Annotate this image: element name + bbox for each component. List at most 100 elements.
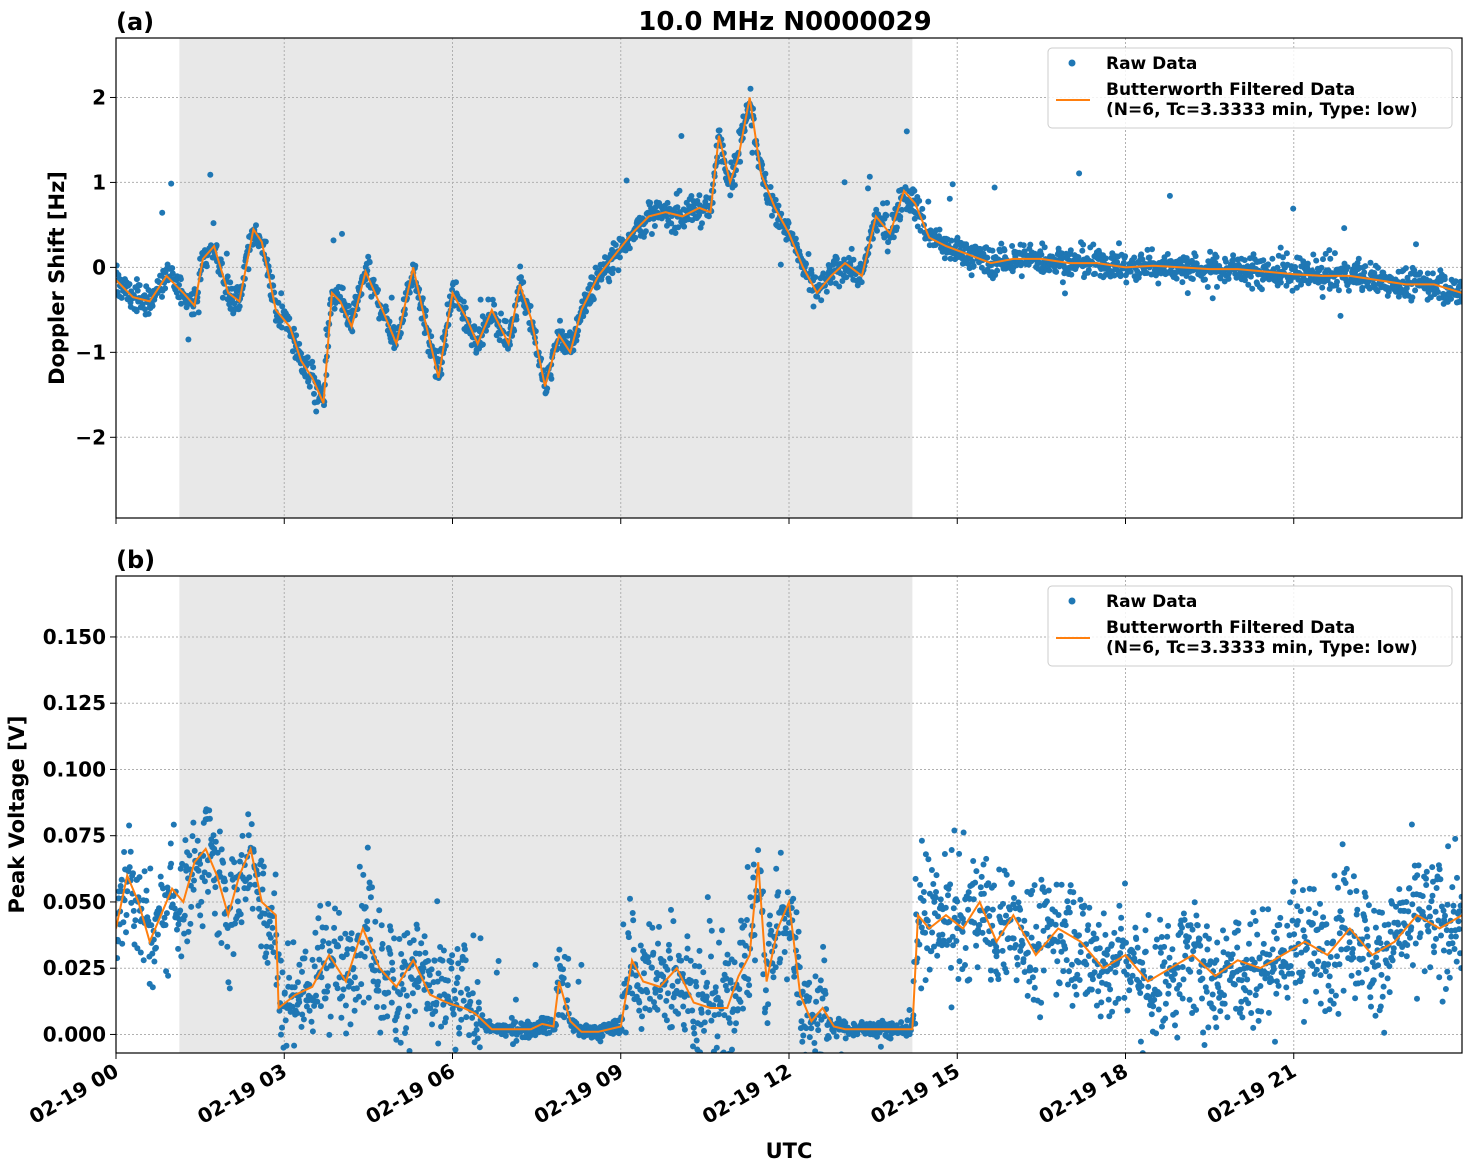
raw-data-point xyxy=(1269,946,1276,953)
raw-data-point xyxy=(433,999,440,1006)
raw-data-point xyxy=(123,912,130,918)
raw-data-point xyxy=(750,861,757,868)
raw-data-point xyxy=(465,1082,471,1088)
raw-data-point xyxy=(278,1031,284,1038)
raw-data-point xyxy=(1386,963,1393,970)
raw-data-point xyxy=(675,952,682,959)
raw-data-point xyxy=(823,288,830,295)
raw-data-point xyxy=(1396,886,1403,893)
raw-data-point xyxy=(143,887,150,894)
raw-data-point xyxy=(621,980,628,987)
raw-data-point xyxy=(1436,866,1443,873)
raw-data-point xyxy=(1277,279,1284,286)
raw-data-point xyxy=(157,873,164,880)
raw-data-point xyxy=(1325,982,1332,989)
raw-data-point xyxy=(385,989,392,996)
raw-data-point xyxy=(360,999,367,1006)
raw-data-point xyxy=(1071,928,1078,935)
raw-data-point xyxy=(1412,287,1419,294)
raw-data-point xyxy=(819,995,826,1002)
raw-data-point xyxy=(271,890,278,897)
raw-data-point xyxy=(1273,935,1280,942)
raw-data-point xyxy=(306,981,313,988)
raw-data-point xyxy=(383,307,390,314)
raw-data-point xyxy=(714,1033,721,1040)
raw-data-point xyxy=(1003,912,1009,919)
raw-data-point xyxy=(1142,927,1149,934)
raw-data-point xyxy=(409,990,416,997)
raw-data-point xyxy=(1390,949,1397,956)
raw-data-point xyxy=(145,310,152,317)
raw-data-point xyxy=(206,815,213,822)
raw-data-point xyxy=(974,964,981,971)
raw-data-point xyxy=(238,852,245,858)
raw-data-point xyxy=(687,957,694,964)
raw-data-point xyxy=(1446,974,1453,981)
raw-data-point xyxy=(126,822,133,829)
raw-data-point xyxy=(1046,267,1053,274)
raw-data-point xyxy=(1011,895,1017,901)
raw-data-point xyxy=(163,968,170,975)
raw-data-point xyxy=(782,925,789,932)
raw-data-point xyxy=(363,945,370,952)
raw-data-point xyxy=(955,976,962,982)
raw-data-point xyxy=(953,938,960,944)
raw-data-point xyxy=(431,957,438,964)
raw-data-point xyxy=(1161,943,1168,950)
raw-data-point xyxy=(651,223,658,229)
raw-data-point xyxy=(700,969,707,976)
raw-data-point xyxy=(466,1032,473,1039)
raw-data-point xyxy=(1326,247,1333,254)
raw-data-point xyxy=(300,1016,307,1023)
raw-data-point xyxy=(130,907,137,914)
raw-data-point xyxy=(1220,927,1226,934)
raw-data-point xyxy=(452,1046,459,1053)
raw-data-point xyxy=(733,1020,739,1027)
raw-data-point xyxy=(1376,935,1382,942)
shaded-region xyxy=(179,38,913,518)
raw-data-point xyxy=(818,297,825,304)
raw-data-point xyxy=(737,158,744,165)
raw-data-point xyxy=(911,215,918,222)
raw-data-point xyxy=(1199,995,1205,1002)
raw-data-point xyxy=(799,988,806,995)
raw-data-point xyxy=(768,927,775,934)
raw-data-point xyxy=(356,863,363,870)
raw-data-point xyxy=(1255,1017,1262,1024)
raw-data-point xyxy=(475,999,482,1006)
raw-data-point xyxy=(388,294,395,301)
raw-data-point xyxy=(827,279,834,286)
raw-data-point xyxy=(747,894,754,901)
raw-data-point xyxy=(517,263,524,270)
raw-data-point xyxy=(348,979,355,986)
raw-data-point xyxy=(1348,972,1355,979)
raw-data-point xyxy=(587,281,594,288)
raw-data-point xyxy=(1187,968,1194,975)
raw-data-point xyxy=(1122,880,1128,887)
raw-data-point xyxy=(642,228,649,235)
raw-data-point xyxy=(1098,999,1105,1006)
raw-data-point xyxy=(1162,1015,1169,1022)
raw-data-point xyxy=(1393,903,1399,910)
raw-data-point xyxy=(1137,1038,1144,1045)
raw-data-point xyxy=(1336,930,1343,937)
raw-data-point xyxy=(1341,225,1348,232)
raw-data-point xyxy=(1251,959,1258,966)
raw-data-point xyxy=(648,964,655,971)
raw-data-point xyxy=(1231,981,1238,988)
raw-data-point xyxy=(296,999,303,1006)
raw-data-point xyxy=(313,992,319,999)
raw-data-point xyxy=(954,898,961,905)
raw-data-point xyxy=(1429,864,1436,871)
raw-data-point xyxy=(1029,974,1036,981)
raw-data-point xyxy=(448,959,455,966)
raw-data-point xyxy=(1335,287,1342,294)
raw-data-point xyxy=(1303,945,1310,952)
raw-data-point xyxy=(820,943,827,950)
legend-label-filtered-params: (N=6, Tc=3.3333 min, Type: low) xyxy=(1106,638,1418,658)
raw-data-point xyxy=(1209,295,1216,302)
raw-data-point xyxy=(920,889,927,895)
raw-data-point xyxy=(420,965,427,972)
raw-data-point xyxy=(304,354,311,361)
raw-data-point xyxy=(1245,281,1252,288)
